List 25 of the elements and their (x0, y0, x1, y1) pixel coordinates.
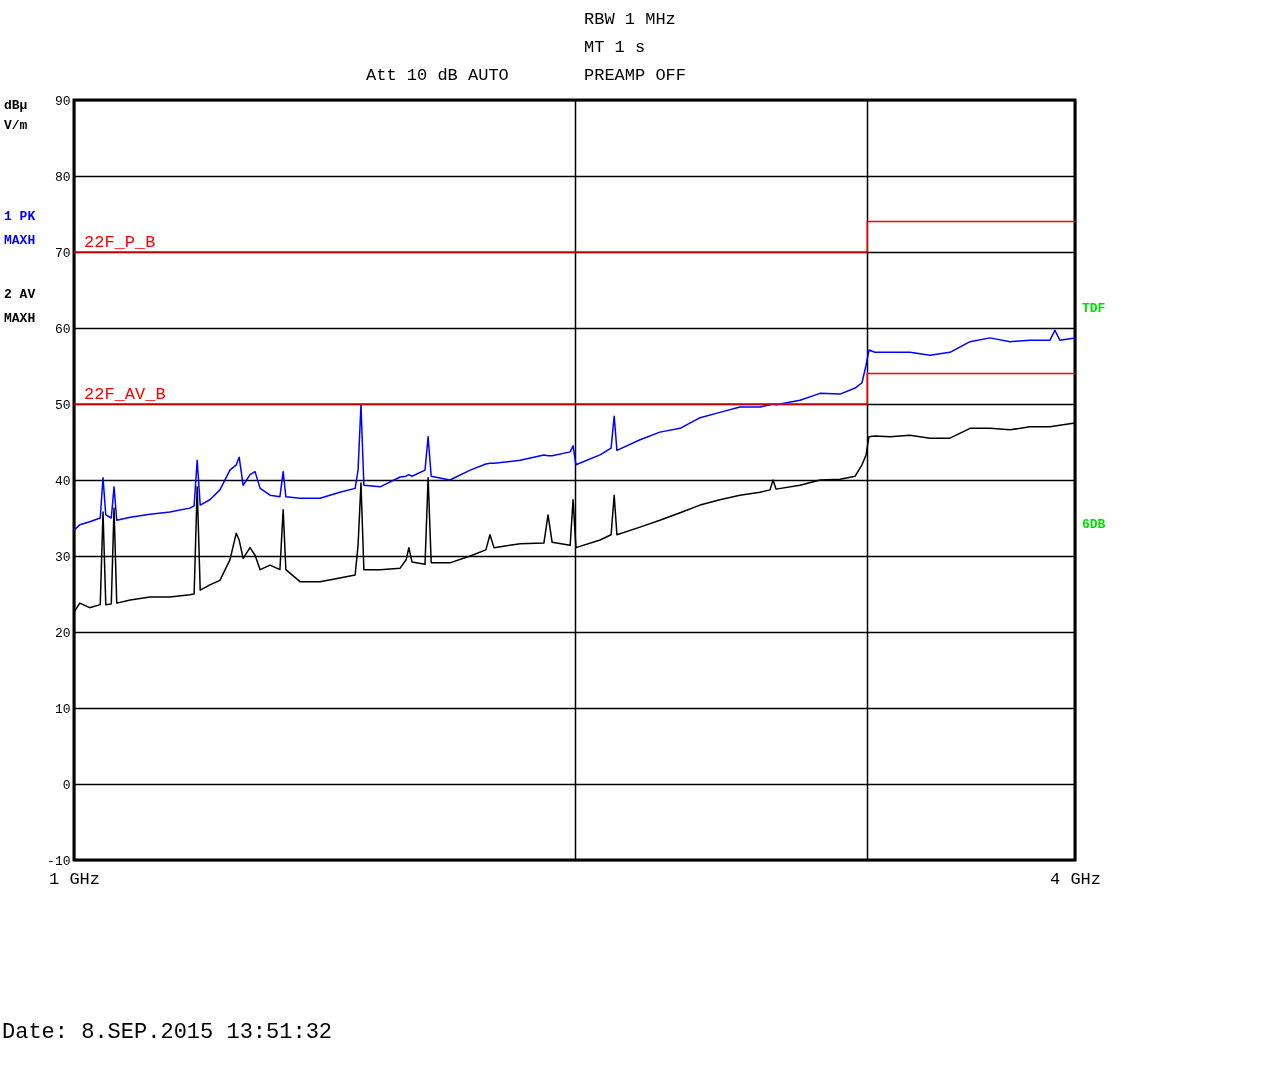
x-tick-label: 4 GHz (1049, 869, 1102, 889)
y-tick-label: 40 (54, 473, 71, 489)
text: 2 AV MAXH (4, 286, 37, 328)
y-tick-label: 80 (54, 169, 71, 185)
series-label: 22F_AV_B (84, 385, 166, 404)
text: 1 PK MAXH (4, 208, 37, 250)
y-tick-label: 30 (54, 549, 71, 565)
text: PREAMP OFF (584, 66, 687, 85)
text: 6DB (1082, 517, 1106, 532)
text: Date: 8.SEP.2015 13:51:32 (2, 1020, 333, 1045)
y-tick-label: 60 (54, 321, 71, 337)
x-tick-label: 1 GHz (48, 869, 101, 889)
text: TDF (1082, 301, 1106, 316)
text: RBW 1 MHz (584, 10, 676, 29)
text: Att 10 dB AUTO (366, 66, 509, 85)
y-tick-label: 90 (54, 93, 71, 109)
text: MT 1 s (584, 38, 646, 57)
y-tick-label: 0 (62, 777, 71, 793)
y-axis-title: dBµV/m (4, 97, 29, 135)
y-tick-label: 10 (54, 701, 71, 717)
series-label: 22F_P_B (84, 233, 156, 252)
y-tick-label: -10 (47, 853, 71, 869)
y-tick-label: 70 (54, 245, 71, 261)
y-tick-label: 50 (54, 397, 71, 413)
y-tick-label: 20 (54, 625, 71, 641)
